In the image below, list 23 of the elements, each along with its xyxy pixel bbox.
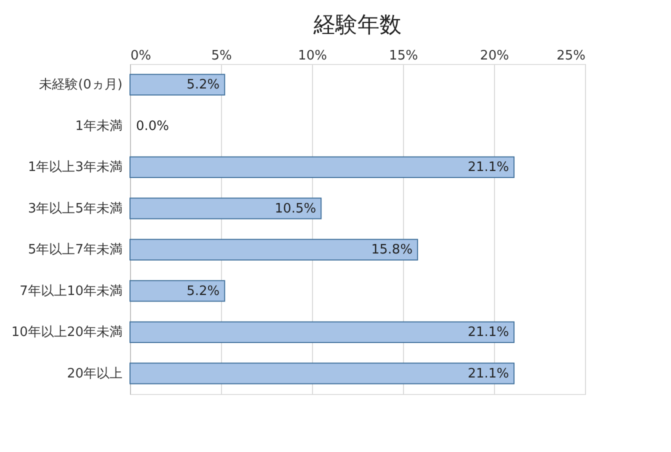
data-label: 21.1% <box>468 160 510 176</box>
y-tick-label: 7年以上10年未満 <box>20 284 122 299</box>
data-label: 5.2% <box>186 78 220 93</box>
data-label: 10.5% <box>274 201 316 216</box>
x-tick-label: 20% <box>480 48 509 64</box>
y-tick-label: 1年以上3年未満 <box>28 160 122 176</box>
y-tick-label: 20年以上 <box>66 366 122 382</box>
y-tick-label: 1年未満 <box>75 118 122 134</box>
data-label: 0.0% <box>136 118 170 134</box>
x-tick-label: 5% <box>211 48 232 64</box>
x-tick-label: 15% <box>389 48 418 64</box>
y-tick-label: 未経験(0ヵ月) <box>39 78 122 93</box>
y-tick-label: 5年以上7年未満 <box>28 242 122 258</box>
y-tick-label: 10年以上20年未満 <box>11 325 122 340</box>
x-tick-label: 10% <box>298 48 327 64</box>
chart-title: 経験年数 <box>312 13 402 38</box>
data-label: 21.1% <box>468 366 510 382</box>
x-tick-label: 0% <box>130 48 152 64</box>
data-label: 5.2% <box>186 284 220 299</box>
x-tick-label: 25% <box>556 48 586 64</box>
data-label: 15.8% <box>371 242 413 258</box>
y-tick-label: 3年以上5年未満 <box>28 201 122 216</box>
data-label: 21.1% <box>468 325 510 340</box>
